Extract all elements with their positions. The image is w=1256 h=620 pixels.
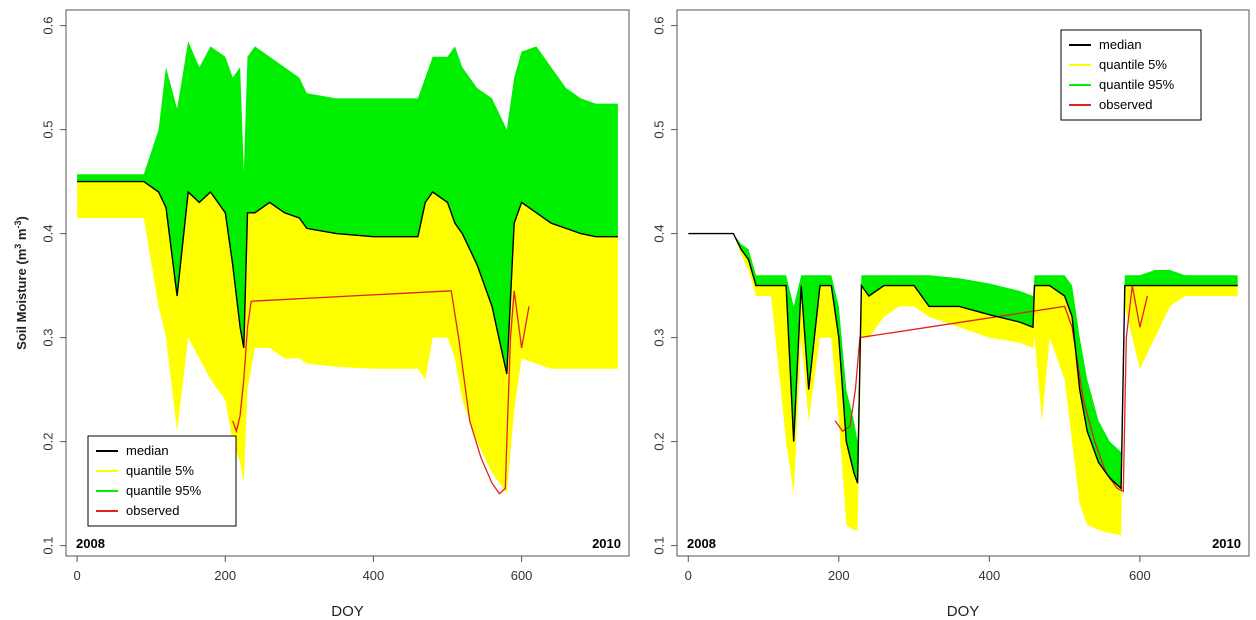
legend-item-label: quantile 5% (1099, 57, 1167, 72)
legend-item-label: observed (126, 503, 179, 518)
chart-panel-1: 0 200 400 600 0.1 0.2 0.3 0.4 0.5 0.6 DOY Soil Mois… (13, 9, 630, 620)
legend-item-label: median (1099, 37, 1142, 52)
y-tick-label: 0.5 (41, 121, 56, 139)
y-tick-label: 0.1 (41, 537, 56, 555)
y-tick-label: 0.2 (652, 433, 667, 451)
legend: median quantile 5% quantile 95% observed (1060, 29, 1202, 121)
x-axis-title: DOY (331, 603, 364, 620)
plot-frame (65, 9, 630, 557)
legend: median quantile 5% quantile 95% observed (87, 435, 237, 527)
quantile-5-band (77, 181, 618, 494)
year-start-label: 2008 (687, 536, 716, 551)
y-tick-label: 0.5 (652, 121, 667, 139)
median-line (77, 180, 618, 375)
legend-item-label: quantile 95% (126, 483, 202, 498)
y-tick-label: 0.3 (652, 329, 667, 347)
quantile-95-band (77, 41, 618, 374)
legend-item-label: quantile 5% (126, 463, 194, 478)
y-tick-label: 0.6 (652, 17, 667, 35)
x-tick-label: 0 (685, 568, 692, 583)
legend-item-label: median (126, 443, 169, 458)
year-start-label: 2008 (76, 536, 105, 551)
y-tick-label: 0.1 (652, 537, 667, 555)
plot-frame (676, 9, 1250, 557)
x-axis-title: DOY (947, 603, 980, 620)
observed-line (232, 290, 530, 495)
median-line (688, 232, 1238, 490)
y-tick-label: 0.4 (41, 225, 56, 243)
y-tick-label: 0.2 (41, 433, 56, 451)
y-axis-title: Soil Moisture (m3 m-3) (13, 216, 29, 350)
x-tick-label: 200 (828, 568, 850, 583)
x-tick-label: 400 (978, 568, 1000, 583)
x-tick-label: 200 (214, 568, 236, 583)
y-tick-label: 0.6 (41, 17, 56, 35)
legend-item-label: observed (1099, 97, 1152, 112)
legend-item-label: quantile 95% (1099, 77, 1175, 92)
year-end-label: 2010 (592, 536, 621, 551)
x-tick-label: 400 (363, 568, 385, 583)
quantile-5-band (688, 233, 1238, 536)
chart-panel-2: 0 200 400 600 0.1 0.2 0.3 0.4 0.5 0.6 DOY 2008 2010 m… (652, 9, 1250, 620)
y-tick-label: 0.3 (41, 329, 56, 347)
y-tick-label: 0.4 (652, 225, 667, 243)
observed-line (834, 285, 1149, 493)
year-end-label: 2010 (1212, 536, 1241, 551)
x-tick-label: 0 (73, 568, 80, 583)
x-tick-label: 600 (511, 568, 533, 583)
x-tick-label: 600 (1129, 568, 1151, 583)
quantile-95-band (688, 233, 1238, 489)
